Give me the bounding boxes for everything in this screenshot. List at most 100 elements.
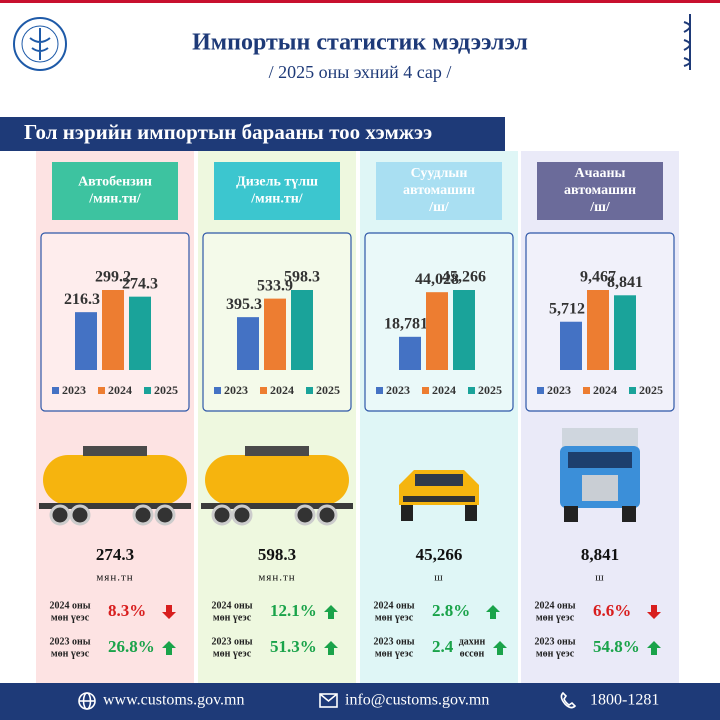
value-label: 395.3 [226,296,262,313]
panel-title: Суудлын [411,166,468,181]
comparison-label: 2023 оны [534,636,575,647]
bar [614,295,636,370]
section-title: Гол нэрийн импортын барааны тоо хэмжээ [24,120,432,144]
wheel [316,504,338,526]
vehicle-illustration [39,446,191,526]
tire [465,505,477,521]
legend-swatch [214,387,221,394]
panel-value: 45,266 [416,545,463,564]
truck-tire [564,506,578,522]
tank-frame [39,503,191,509]
comparison-label: 2023 оны [49,636,90,647]
comparison-label: 2024 оны [534,600,575,611]
bar [75,312,97,370]
legend-label: 2023 [386,383,410,397]
panel-background [360,151,518,683]
wheel [294,504,316,526]
comparison-label: мөн үеэс [213,612,252,623]
legend-label: 2024 [108,383,132,397]
value-label: 18,781 [384,315,428,332]
vehicle-illustration [201,446,353,526]
wheel [69,504,91,526]
panel-title: /ш/ [428,200,450,215]
panel-unit: ш [595,572,604,584]
comparison-label: мөн үеэс [536,612,575,623]
legend-swatch [376,387,383,394]
value-label: 9,467 [580,269,616,286]
page-title: Импортын статистик мэдээлэл [192,30,528,56]
panel-title: автомашин [403,183,475,198]
bar [291,290,313,370]
section-bar [0,117,505,151]
panel-title: Дизель түлш [236,175,318,190]
value-label: 274.3 [122,275,158,292]
value-label: 8,841 [607,274,643,291]
value-label: 5,712 [549,300,585,317]
value-label: 598.3 [284,269,320,286]
footer-phone: 1800-1281 [590,692,659,709]
comparison-note: өссөн [460,648,485,659]
bar [560,321,582,370]
legend-label: 2023 [224,383,248,397]
panel-title-box [376,162,502,220]
legend-label: 2024 [270,383,294,397]
value-label: 533.9 [257,277,293,294]
comparison-value: 2.4 [432,637,454,656]
legend-swatch [98,387,105,394]
comparison-value: 2.8% [432,601,470,620]
comparison-label: 2024 оны [49,600,90,611]
footer-bar [0,683,720,720]
comparison-value: 54.8% [593,637,640,656]
bar [587,290,609,370]
bumper [403,496,475,502]
panel-background [521,151,679,683]
wheel [154,504,176,526]
bar [264,298,286,370]
wheel [211,504,233,526]
legend-label: 2025 [478,383,502,397]
panel-title: Ачааны [574,166,625,181]
tire [401,505,413,521]
panel-title-box [52,162,178,220]
value-label: 45,266 [442,269,486,286]
legend-swatch [52,387,59,394]
value-label: 299.2 [95,269,131,286]
windshield [415,474,463,486]
comparison-value: 26.8% [108,637,155,656]
comparison-label: 2024 оны [211,600,252,611]
trend-arrow [486,605,500,619]
legend-swatch [144,387,151,394]
panel-title: автомашин [564,183,636,198]
legend-label: 2023 [62,383,86,397]
panel-title: /мян.тн/ [88,192,142,207]
legend-label: 2025 [316,383,340,397]
comparison-label: 2024 оны [373,600,414,611]
wheel [132,504,154,526]
legend-label: 2024 [432,383,456,397]
vehicle-illustration [560,428,640,522]
legend-label: 2025 [639,383,663,397]
truck-grille [582,475,618,501]
bar [102,290,124,370]
trend-arrow [162,641,176,655]
legend-swatch [583,387,590,394]
bar [237,317,259,370]
script-emblem [683,14,691,70]
comparison-value: 6.6% [593,601,631,620]
panel-value: 598.3 [258,545,296,564]
value-label: 216.3 [64,291,100,308]
bar [426,292,448,370]
tank-top [83,446,147,456]
bar [129,296,151,370]
wheel [49,504,71,526]
legend-swatch [537,387,544,394]
comparison-label: 2023 оны [373,636,414,647]
panel-background [36,151,194,683]
comparison-label: мөн үеэс [51,648,90,659]
panel-unit: ш [434,572,443,584]
trend-arrow [324,605,338,619]
legend-label: 2024 [593,383,617,397]
panel-title: /ш/ [589,200,611,215]
tank-frame [201,503,353,509]
